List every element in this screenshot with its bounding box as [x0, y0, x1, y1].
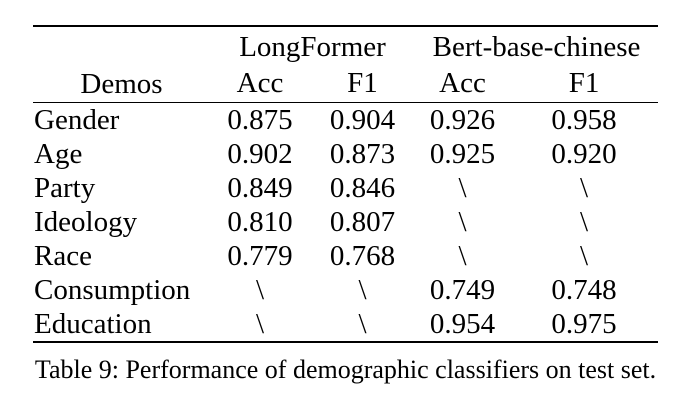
table-header: Demos LongFormer Bert-base-chinese Acc F…: [33, 26, 659, 102]
col-header-bert-f1: F1: [568, 67, 600, 100]
cell-bert-acc: 0.925: [429, 137, 496, 170]
row-label: Consumption: [34, 273, 191, 306]
cell-longformer-f1: \: [358, 307, 367, 340]
cell-longformer-acc: 0.779: [227, 239, 293, 272]
cell-longformer-f1: 0.768: [329, 239, 396, 272]
cell-bert-f1: \: [579, 239, 589, 272]
cell-longformer-f1: 0.904: [329, 103, 396, 136]
row-label: Age: [34, 137, 83, 170]
header-group-row: Demos LongFormer Bert-base-chinese: [33, 26, 658, 100]
cell-bert-acc: \: [458, 171, 467, 204]
header-sub-row: Acc F1 Acc F1: [33, 65, 658, 102]
cell-bert-f1: \: [579, 205, 589, 238]
col-header-demos: Demos: [80, 67, 163, 100]
cell-bert-acc: 0.954: [429, 307, 496, 340]
cell-bert-acc: \: [458, 205, 467, 238]
cell-longformer-f1: \: [358, 273, 367, 306]
cell-longformer-acc: 0.902: [227, 137, 293, 170]
results-table: Demos LongFormer Bert-base-chinese Acc F…: [33, 25, 659, 343]
col-header-longformer-f1: F1: [347, 67, 378, 100]
table-row-party: Party 0.849 0.846 \ \: [33, 171, 658, 205]
row-label: Party: [34, 171, 96, 204]
table-row-age: Age 0.902 0.873 0.925 0.920: [33, 137, 658, 171]
cell-bert-f1: 0.975: [551, 307, 617, 340]
cell-longformer-acc: 0.849: [227, 171, 293, 204]
row-label: Race: [34, 239, 92, 272]
cell-longformer-acc: 0.875: [227, 103, 293, 136]
col-header-bert-acc: Acc: [439, 67, 486, 100]
cell-longformer-acc: \: [255, 273, 265, 306]
col-group-bert-base-chinese: Bert-base-chinese: [432, 31, 641, 63]
table-row-education: Education \ \ 0.954 0.975: [33, 307, 658, 342]
col-group-longformer: LongFormer: [239, 31, 386, 63]
cell-longformer-f1: 0.846: [329, 171, 396, 204]
row-label: Ideology: [34, 205, 138, 238]
table-row-race: Race 0.779 0.768 \ \: [33, 239, 658, 273]
cell-longformer-acc: 0.810: [227, 205, 293, 238]
cell-bert-f1: 0.920: [551, 137, 617, 170]
cell-longformer-f1: 0.807: [329, 205, 396, 238]
cell-bert-acc: 0.749: [429, 273, 496, 306]
table-block: Demos LongFormer Bert-base-chinese Acc F…: [33, 25, 659, 385]
row-label: Education: [34, 307, 152, 340]
cell-bert-f1: \: [579, 171, 589, 204]
cell-longformer-acc: \: [255, 307, 265, 340]
table-caption: Table 9: Performance of demographic clas…: [34, 354, 657, 384]
table-row-gender: Gender 0.875 0.904 0.926 0.958: [33, 102, 658, 137]
row-label: Gender: [34, 103, 120, 136]
col-header-longformer-acc: Acc: [236, 67, 284, 100]
cell-longformer-f1: 0.873: [329, 137, 396, 170]
cell-bert-f1: 0.958: [551, 103, 617, 136]
table-body: Gender 0.875 0.904 0.926 0.958 Age 0.902…: [33, 102, 658, 342]
table-row-ideology: Ideology 0.810 0.807 \ \: [33, 205, 658, 239]
cell-bert-f1: 0.748: [551, 273, 617, 306]
cell-bert-acc: 0.926: [429, 103, 496, 136]
table-row-consumption: Consumption \ \ 0.749 0.748: [33, 273, 658, 307]
cell-bert-acc: \: [458, 239, 467, 272]
